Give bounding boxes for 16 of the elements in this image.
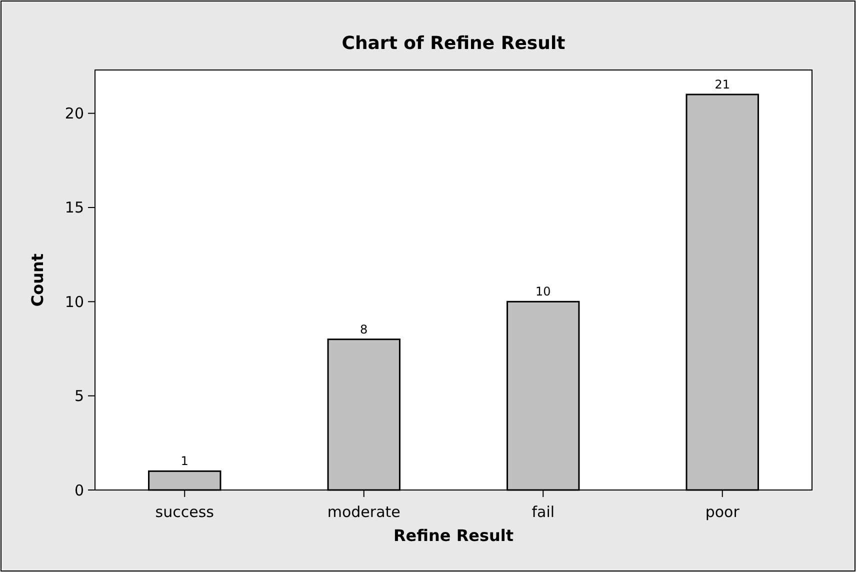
y-tick-label: 0	[74, 481, 84, 500]
x-tick-label: fail	[532, 503, 555, 521]
x-tick-label: poor	[705, 503, 740, 521]
y-tick-label: 10	[64, 292, 84, 311]
x-axis-title: Refine Result	[393, 526, 514, 545]
y-axis-title: Count	[28, 253, 47, 307]
data-label: 8	[360, 322, 368, 336]
y-tick-label: 20	[64, 104, 84, 123]
data-label: 10	[535, 284, 551, 299]
y-tick-label: 15	[64, 198, 84, 217]
chart-title: Chart of Refine Result	[342, 33, 566, 54]
data-label: 21	[714, 77, 730, 92]
y-tick-label: 5	[74, 387, 84, 406]
x-tick-label: moderate	[327, 503, 400, 521]
data-label: 1	[180, 454, 188, 468]
x-tick-label: success	[155, 503, 214, 521]
